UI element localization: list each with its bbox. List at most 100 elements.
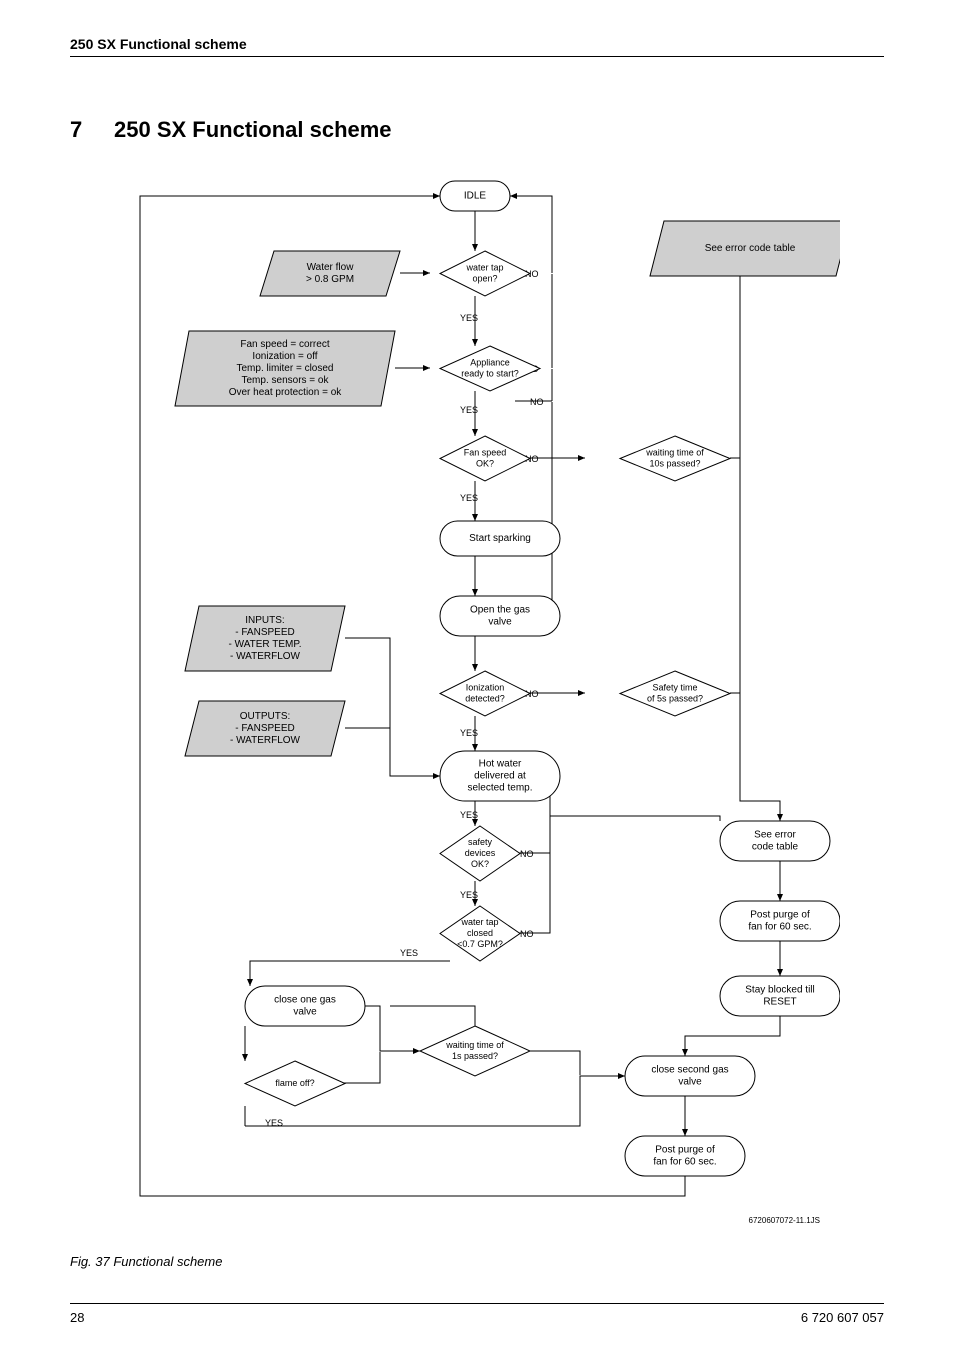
svg-text:- WATER TEMP.: - WATER TEMP.	[229, 639, 302, 650]
flowchart-container: NOYESNOYESNONOYESYESNONOYESYESYESNOYESNO…	[80, 161, 884, 1246]
svg-text:INPUTS:: INPUTS:	[245, 615, 284, 626]
svg-text:YES: YES	[460, 493, 478, 503]
running-header: 250 SX Functional scheme	[70, 36, 884, 57]
svg-text:Post purge of: Post purge of	[750, 910, 810, 921]
node-outputs: OUTPUTS:- FANSPEED- WATERFLOW	[185, 701, 345, 756]
svg-text:Start sparking: Start sparking	[469, 533, 531, 544]
svg-text:Hot water: Hot water	[479, 759, 522, 770]
svg-text:OUTPUTS:: OUTPUTS:	[240, 711, 291, 722]
svg-text:Temp. sensors = ok: Temp. sensors = ok	[242, 375, 330, 386]
svg-text:- FANSPEED: - FANSPEED	[235, 627, 294, 638]
svg-text:Ionization = off: Ionization = off	[252, 351, 317, 362]
svg-text:devices: devices	[465, 848, 496, 858]
node-inputs: INPUTS:- FANSPEED- WATER TEMP.- WATERFLO…	[185, 606, 345, 671]
node-fan_para: Fan speed = correctIonization = offTemp.…	[175, 331, 395, 406]
functional-scheme-flowchart: NOYESNOYESNONOYESYESNONOYESYESYESNOYESNO…	[80, 161, 840, 1241]
svg-text:valve: valve	[488, 617, 512, 628]
section-number: 7	[70, 117, 114, 143]
svg-text:RESET: RESET	[763, 997, 796, 1008]
svg-text:YES: YES	[460, 890, 478, 900]
node-wait10: waiting time of10s passed?	[620, 436, 730, 481]
svg-text:YES: YES	[400, 948, 418, 958]
svg-text:Appliance: Appliance	[470, 357, 510, 367]
svg-text:Water flow: Water flow	[307, 262, 355, 273]
document-number: 6 720 607 057	[801, 1310, 884, 1325]
svg-text:water tap: water tap	[460, 917, 498, 927]
svg-text:ready to start?: ready to start?	[461, 368, 519, 378]
svg-text:<0.7 GPM?: <0.7 GPM?	[457, 939, 503, 949]
svg-text:YES: YES	[460, 810, 478, 820]
svg-text:valve: valve	[293, 1007, 317, 1018]
page-footer: 28 6 720 607 057	[70, 1303, 884, 1325]
svg-text:delivered at: delivered at	[474, 771, 526, 782]
svg-text:NO: NO	[520, 929, 534, 939]
node-open_gas: Open the gasvalve	[440, 596, 560, 636]
svg-text:Open the gas: Open the gas	[470, 605, 530, 616]
svg-text:10s passed?: 10s passed?	[649, 458, 700, 468]
svg-text:flame off?: flame off?	[275, 1078, 314, 1088]
section-title-text: 250 SX Functional scheme	[114, 117, 392, 142]
svg-text:closed: closed	[467, 928, 493, 938]
svg-text:open?: open?	[472, 273, 497, 283]
svg-text:close one gas: close one gas	[274, 995, 336, 1006]
node-safety_dev: safetydevicesOK?	[440, 826, 520, 881]
svg-text:close second gas: close second gas	[651, 1065, 728, 1076]
svg-text:- FANSPEED: - FANSPEED	[235, 723, 294, 734]
svg-text:safety: safety	[468, 837, 493, 847]
node-purge2: Post purge offan for 60 sec.	[625, 1136, 745, 1176]
svg-text:of 5s passed?: of 5s passed?	[647, 693, 703, 703]
svg-text:See error code table: See error code table	[705, 243, 796, 254]
node-safety5: Safety timeof 5s passed?	[620, 671, 730, 716]
svg-text:6720607072-11.1JS: 6720607072-11.1JS	[749, 1216, 820, 1225]
svg-text:YES: YES	[460, 313, 478, 323]
svg-text:IDLE: IDLE	[464, 191, 487, 202]
figure-caption: Fig. 37 Functional scheme	[70, 1254, 884, 1269]
node-hotwater: Hot waterdelivered atselected temp.	[440, 751, 560, 801]
svg-text:Temp. limiter = closed: Temp. limiter = closed	[237, 363, 334, 374]
svg-text:NO: NO	[520, 849, 534, 859]
svg-text:YES: YES	[265, 1118, 283, 1128]
node-ionize: Ionizationdetected?	[440, 671, 530, 716]
node-purge1: Post purge offan for 60 sec.	[720, 901, 840, 941]
svg-text:- WATERFLOW: - WATERFLOW	[230, 735, 301, 746]
svg-text:Fan speed = correct: Fan speed = correct	[240, 339, 329, 350]
svg-text:valve: valve	[678, 1077, 702, 1088]
node-water_flow: Water flow> 0.8 GPM	[260, 251, 400, 296]
svg-text:fan for 60 sec.: fan for 60 sec.	[748, 922, 811, 933]
svg-text:YES: YES	[460, 405, 478, 415]
svg-text:OK?: OK?	[471, 859, 489, 869]
node-see_err2: See errorcode table	[720, 821, 830, 861]
svg-text:YES: YES	[460, 728, 478, 738]
svg-text:selected temp.: selected temp.	[467, 783, 532, 794]
svg-text:> 0.8 GPM: > 0.8 GPM	[306, 274, 354, 285]
page-number: 28	[70, 1310, 84, 1325]
svg-text:Over heat protection = ok: Over heat protection = ok	[229, 387, 343, 398]
svg-text:water tap: water tap	[465, 262, 503, 272]
svg-text:Fan speed: Fan speed	[464, 447, 507, 457]
svg-text:waiting time of: waiting time of	[445, 1040, 504, 1050]
node-fan_ok: Fan speedOK?	[440, 436, 530, 481]
svg-text:Safety time: Safety time	[652, 682, 697, 692]
svg-text:code table: code table	[752, 842, 799, 853]
node-water_tap: water tapopen?	[440, 251, 530, 296]
svg-text:- WATERFLOW: - WATERFLOW	[230, 651, 301, 662]
node-spark: Start sparking	[440, 521, 560, 556]
node-tap_closed: water tapclosed<0.7 GPM?	[440, 906, 520, 961]
node-close2: close second gasvalve	[625, 1056, 755, 1096]
svg-text:Ionization: Ionization	[466, 682, 505, 692]
node-flame_off: flame off?	[245, 1061, 345, 1106]
node-error_top: See error code table	[650, 221, 840, 276]
svg-text:OK?: OK?	[476, 458, 494, 468]
svg-text:See error: See error	[754, 830, 796, 841]
svg-text:fan for 60 sec.: fan for 60 sec.	[653, 1157, 716, 1168]
node-appl_ready: Applianceready to start?	[440, 346, 540, 391]
svg-text:1s passed?: 1s passed?	[452, 1051, 498, 1061]
node-close1: close one gasvalve	[245, 986, 365, 1026]
svg-text:Post purge of: Post purge of	[655, 1145, 715, 1156]
svg-text:NO: NO	[530, 397, 544, 407]
node-wait1: waiting time of1s passed?	[420, 1026, 530, 1076]
svg-text:waiting time of: waiting time of	[645, 447, 704, 457]
section-title: 7250 SX Functional scheme	[70, 117, 884, 143]
node-idle: IDLE	[440, 181, 510, 211]
node-stay_block: Stay blocked tillRESET	[720, 976, 840, 1016]
